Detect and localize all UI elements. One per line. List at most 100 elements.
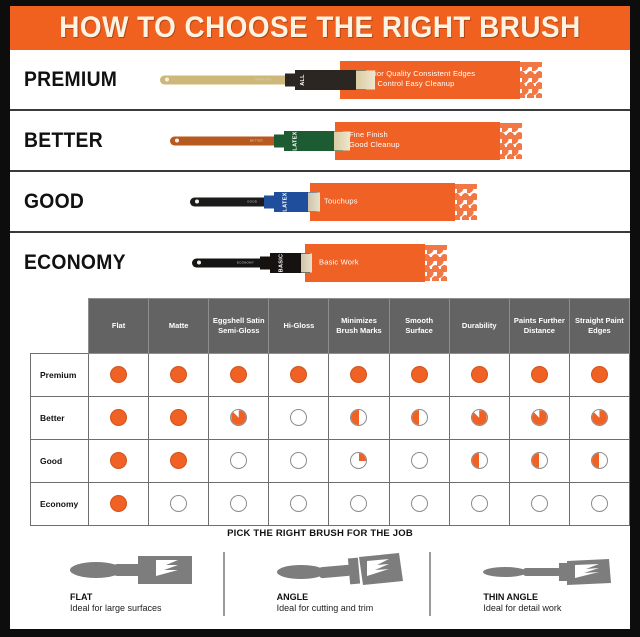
- brush-handle: ECONOMY: [192, 258, 264, 267]
- rating-cell: [87, 482, 150, 526]
- header-bar: HOW TO CHOOSE THE RIGHT BRUSH: [10, 6, 630, 50]
- handle-hole: [175, 138, 179, 143]
- table-row: Better: [30, 396, 630, 440]
- tip-description: Ideal for detail work: [483, 603, 562, 613]
- harvey-ball-50: [590, 452, 608, 470]
- handle-hole: [197, 260, 201, 265]
- brush-ferrule: [274, 134, 286, 147]
- rating-cell: [568, 396, 630, 440]
- brush-handle: GOOD: [190, 197, 268, 206]
- table-row: Economy: [30, 482, 630, 526]
- rating-cell: [87, 353, 150, 397]
- harvey-ball-0: [350, 495, 368, 513]
- harvey-ball-50: [470, 452, 488, 470]
- brush-illustration: GOOD LATEX2": [190, 191, 320, 212]
- tip-description: Ideal for large surfaces: [70, 603, 162, 613]
- grade-name: BETTER: [24, 128, 103, 152]
- column-header: Durability: [448, 298, 510, 354]
- paint-stroke: Fine Finish Good Cleanup: [335, 121, 522, 160]
- brush-job-guide: PICK THE RIGHT BRUSH FOR THE JOB FLAT Ide…: [10, 528, 630, 629]
- harvey-ball-100: [290, 366, 308, 384]
- brush-bristles: [334, 131, 350, 150]
- harvey-ball-0: [290, 495, 308, 513]
- stroke-benefits: Fine Finish Good Cleanup: [349, 130, 400, 152]
- stroke-benefits: Superior Quality Consistent Edges Better …: [354, 69, 475, 91]
- handle-brand-label: GOOD: [247, 199, 258, 204]
- handle-brand-label: BETTER: [249, 138, 263, 143]
- handle-brand-label: ECONOMY: [237, 260, 254, 265]
- handle-hole: [195, 199, 199, 204]
- brush-ferrule: [260, 256, 272, 269]
- brush-illustration: ECONOMY BASIC2": [192, 252, 312, 273]
- harvey-ball-50: [410, 409, 428, 427]
- brush-head-label: ALL2": [295, 69, 366, 90]
- tip-item: ANGLE Ideal for cutting and trim: [217, 550, 424, 616]
- benefit-line-1: Fine Finish: [349, 129, 388, 139]
- rating-cell: [388, 439, 450, 483]
- column-header: Smooth Surface: [388, 298, 450, 354]
- row-label: Premium: [30, 353, 89, 397]
- brush-bristles: [301, 253, 312, 272]
- harvey-ball-100: [470, 366, 488, 384]
- harvey-ball-100: [590, 366, 608, 384]
- head-label-text: ALL: [299, 73, 306, 86]
- column-header: Minimizes Brush Marks: [328, 298, 390, 354]
- brush-bristles: [356, 70, 375, 89]
- column-header: Straight Paint Edges: [568, 298, 630, 354]
- benefit-line-1: Touchups: [324, 196, 358, 206]
- table-header-row: Flat Matte Eggshell Satin Semi-Gloss Hi-Glo…: [31, 298, 630, 354]
- harvey-ball-100: [230, 366, 248, 384]
- brush-illustration: PREMIUM ALL2": [160, 69, 375, 90]
- harvey-ball-100: [410, 366, 428, 384]
- rating-cell: [87, 396, 150, 440]
- comparison-table: Flat Matte Eggshell Satin Semi-Gloss Hi-Glo…: [30, 298, 630, 526]
- rating-cell: [148, 396, 210, 440]
- harvey-ball-0: [230, 452, 248, 470]
- harvey-ball-100: [110, 366, 128, 384]
- harvey-ball-50: [530, 452, 548, 470]
- brush-handle: BETTER: [170, 136, 278, 145]
- rating-cell: [208, 439, 270, 483]
- column-header: Matte: [148, 298, 210, 354]
- table-corner-cell: [31, 299, 89, 354]
- harvey-ball-100: [170, 366, 188, 384]
- harvey-ball-50: [350, 409, 368, 427]
- harvey-ball-100: [170, 452, 188, 470]
- page-title: HOW TO CHOOSE THE RIGHT BRUSH: [59, 11, 581, 44]
- row-label: Economy: [30, 482, 89, 526]
- rating-cell: [268, 439, 330, 483]
- column-header: Paints Further Distance: [508, 298, 570, 354]
- handle-brand-label: PREMIUM: [255, 77, 271, 82]
- tip-name: THIN ANGLE: [483, 592, 539, 602]
- rating-cell: [148, 353, 210, 397]
- rating-cell: [448, 353, 510, 397]
- tip-description: Ideal for cutting and trim: [276, 603, 374, 613]
- harvey-ball-0: [530, 495, 548, 513]
- harvey-ball-0: [170, 495, 188, 513]
- flat-brush-icon: [70, 550, 203, 590]
- head-label-text: LATEX: [282, 191, 289, 212]
- benefit-line-2: Better Control Easy Cleanup: [354, 79, 455, 89]
- harvey-ball-75: [230, 409, 248, 427]
- grade-row: PREMIUM Superior Quality Consistent Edges…: [10, 50, 630, 111]
- tip-name: ANGLE: [276, 592, 309, 602]
- rating-cell: [448, 482, 510, 526]
- rating-cell: [388, 396, 450, 440]
- harvey-ball-0: [290, 409, 308, 427]
- brush-illustration: BETTER LATEX2": [170, 130, 350, 151]
- brush-head-label: LATEX2": [274, 191, 317, 212]
- tip-item: THIN ANGLE Ideal for detail work: [423, 550, 630, 616]
- rating-cell: [508, 439, 570, 483]
- rating-cell: [208, 396, 270, 440]
- rating-cell: [208, 482, 270, 526]
- rating-cell: [448, 439, 510, 483]
- rating-cell: [388, 482, 450, 526]
- rating-cell: [268, 482, 330, 526]
- table-row: Good: [30, 439, 630, 483]
- angle-brush-icon: [276, 550, 410, 590]
- rating-cell: [148, 439, 210, 483]
- grade-row: ECONOMY Basic Work ECONOMY BASIC2": [10, 233, 630, 292]
- rating-cell: [328, 353, 390, 397]
- rating-cell: [568, 439, 630, 483]
- harvey-ball-100: [170, 409, 188, 427]
